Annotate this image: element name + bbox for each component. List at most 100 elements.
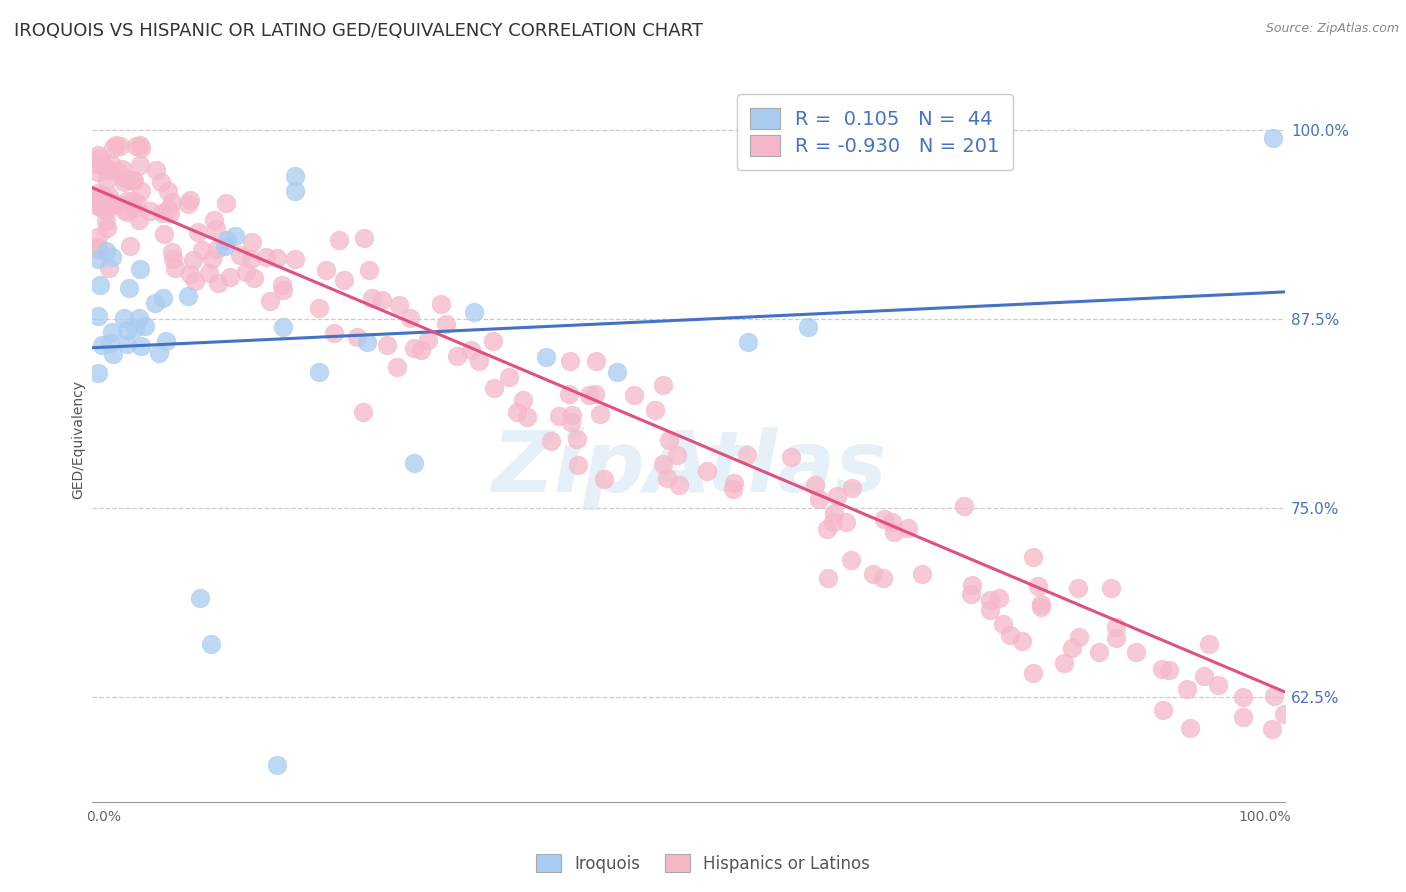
Point [127,195,149,210]
Point [112,175,135,189]
Point [1022,665,1045,680]
Point [87,199,110,213]
Point [152,292,174,306]
Point [779,450,801,464]
Point [177,196,200,211]
Point [114,171,136,186]
Point [356,334,378,349]
Point [179,193,201,207]
Point [862,566,884,581]
Text: IROQUOIS VS HISPANIC OR LATINO GED/EQUIVALENCY CORRELATION CHART: IROQUOIS VS HISPANIC OR LATINO GED/EQUIV… [14,22,703,40]
Point [808,492,831,507]
Point [129,158,152,172]
Point [371,293,394,307]
Text: 100.0%: 100.0% [1239,810,1291,824]
Point [1125,644,1147,658]
Point [658,433,681,447]
Point [516,409,538,424]
Point [89,278,111,293]
Point [271,319,294,334]
Point [108,139,131,153]
Point [723,475,745,490]
Point [991,616,1014,631]
Point [411,343,433,357]
Point [125,138,148,153]
Point [187,226,209,240]
Text: Source: ZipAtlas.com: Source: ZipAtlas.com [1265,22,1399,36]
Point [103,195,125,210]
Point [243,270,266,285]
Point [375,338,398,352]
Point [202,213,225,227]
Point [128,311,150,326]
Point [128,138,150,153]
Point [841,481,863,495]
Point [1029,599,1052,614]
Point [115,337,138,351]
Point [87,309,110,323]
Point [960,577,983,591]
Point [122,173,145,187]
Point [823,506,845,520]
Point [129,262,152,277]
Point [567,458,589,473]
Point [218,269,240,284]
Point [160,194,183,209]
Point [115,204,138,219]
Point [333,273,356,287]
Point [823,515,845,529]
Point [998,628,1021,642]
Point [872,571,894,585]
Point [205,242,228,256]
Point [589,407,612,421]
Point [1178,721,1201,735]
Point [97,163,120,178]
Point [1152,661,1174,675]
Point [735,448,758,462]
Point [105,138,128,153]
Point [145,162,167,177]
Point [87,366,110,380]
Point [97,189,120,203]
Point [235,265,257,279]
Point [103,197,125,211]
Point [979,603,1001,617]
Point [266,757,288,772]
Point [911,566,934,581]
Point [183,252,205,267]
Point [215,195,238,210]
Point [217,233,239,247]
Point [90,199,112,213]
Point [214,238,236,252]
Point [100,157,122,171]
Point [678,825,700,839]
Point [1060,640,1083,655]
Point [737,334,759,349]
Point [89,151,111,165]
Point [512,392,534,407]
Point [259,293,281,308]
Point [404,341,426,355]
Point [87,148,110,162]
Point [134,318,156,333]
Point [665,448,688,462]
Point [122,201,145,215]
Point [593,472,616,486]
Point [1232,710,1254,724]
Point [107,163,129,178]
Point [835,515,858,529]
Point [1067,630,1090,644]
Point [91,159,114,173]
Point [152,206,174,220]
Point [271,284,294,298]
Point [1152,703,1174,717]
Point [96,161,118,175]
Point [117,281,139,295]
Point [534,350,557,364]
Point [558,354,581,368]
Point [561,408,583,422]
Point [159,206,181,220]
Point [817,571,839,585]
Text: ZipAtlas: ZipAtlas [491,427,886,510]
Point [1011,633,1033,648]
